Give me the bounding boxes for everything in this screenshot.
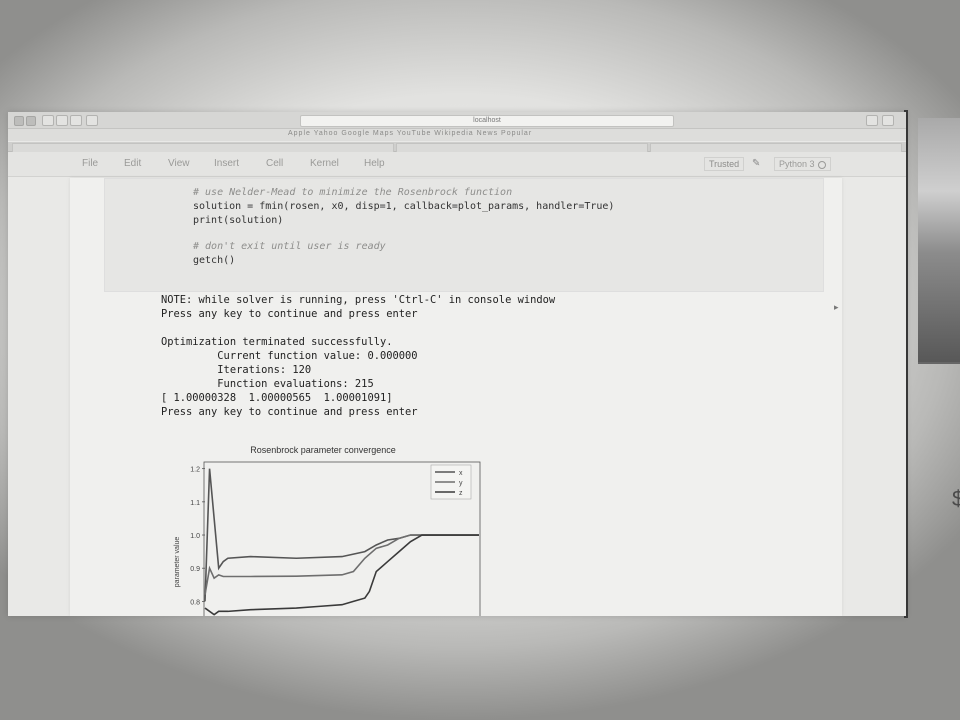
- y-tick-label: 1.0: [190, 533, 200, 540]
- kernel-indicator: Python 3: [774, 157, 831, 171]
- forward-arrow-icon[interactable]: [56, 115, 68, 126]
- y-axis-label: parameter value: [174, 537, 181, 588]
- browser-window: localhost Apple Yahoo Google Maps YouTub…: [8, 112, 906, 616]
- legend-label: y: [459, 480, 463, 487]
- pencil-icon[interactable]: ✎: [752, 158, 761, 169]
- bookmarks-bar: Apple Yahoo Google Maps YouTube Wikipedi…: [8, 129, 906, 141]
- secondary-screen: [918, 118, 960, 362]
- scroll-indicator-icon[interactable]: ▸: [834, 302, 839, 312]
- browser-tab[interactable]: [650, 143, 902, 152]
- menu-insert[interactable]: Insert: [214, 158, 240, 169]
- menu-cell[interactable]: Cell: [266, 158, 284, 169]
- output-line: Current function value: 0.000000: [161, 350, 418, 362]
- series-line-y: [204, 534, 479, 595]
- output-line: Press any key to continue and press ente…: [161, 308, 418, 320]
- code-cell[interactable]: # use Nelder-Mead to minimize the Rosenb…: [104, 178, 824, 292]
- browser-tab-active[interactable]: [12, 143, 394, 152]
- bookmarks-list[interactable]: Apple Yahoo Google Maps YouTube Wikipedi…: [288, 130, 533, 137]
- menu-kernel[interactable]: Kernel: [310, 158, 339, 169]
- minimize-window-icon[interactable]: [26, 116, 36, 126]
- code-comment: # don't exit until user is ready: [193, 241, 386, 252]
- close-window-icon[interactable]: [14, 116, 24, 126]
- chart-legend: xyz: [430, 464, 472, 500]
- y-tick-label: 0.8: [190, 599, 200, 606]
- code-comment: # use Nelder-Mead to minimize the Rosenb…: [193, 187, 513, 198]
- kernel-status-icon: [817, 160, 826, 169]
- legend-label: x: [459, 470, 463, 477]
- downloads-icon[interactable]: [866, 115, 878, 126]
- plot-frame: [203, 461, 481, 616]
- menu-file[interactable]: File: [82, 158, 99, 169]
- chart-title: Rosenbrock parameter convergence: [250, 445, 396, 455]
- menu-help[interactable]: Help: [364, 158, 385, 169]
- legend-label: z: [459, 490, 463, 497]
- output-line: Optimization terminated successfully.: [161, 336, 393, 348]
- y-tick-group: 1.2 1.1 1.0 0.9 0.8: [190, 467, 205, 606]
- output-line: NOTE: while solver is running, press 'Ct…: [161, 294, 556, 306]
- sidebar-icon[interactable]: [70, 115, 82, 126]
- browser-titlebar: localhost: [8, 112, 906, 129]
- y-tick-label: 0.9: [190, 566, 200, 573]
- convergence-chart: Rosenbrock parameter convergence paramet…: [174, 445, 481, 616]
- code-line: print(solution): [193, 215, 284, 226]
- secondary-screen-base: [918, 362, 960, 364]
- monitor-edge: [904, 110, 908, 618]
- menu-edit[interactable]: Edit: [124, 158, 142, 169]
- jupyter-menubar: File Edit View Insert Cell Kernel Help T…: [8, 152, 906, 177]
- kernel-name: Python 3: [779, 159, 815, 169]
- y-tick-label: 1.2: [190, 467, 200, 474]
- new-tab-icon[interactable]: [882, 115, 894, 126]
- y-tick-label: 1.1: [190, 500, 200, 507]
- browser-tab[interactable]: [396, 143, 648, 152]
- back-arrow-icon[interactable]: [42, 115, 54, 126]
- output-line: Iterations: 120: [161, 364, 312, 376]
- output-line: Press any key to continue and press ente…: [161, 406, 418, 418]
- series-line-z: [204, 534, 479, 616]
- share-icon[interactable]: [86, 115, 98, 126]
- output-line: [ 1.00000328 1.00000565 1.00001091]: [161, 392, 393, 404]
- tab-strip: [8, 142, 906, 152]
- url-bar[interactable]: localhost: [300, 115, 674, 127]
- menu-view[interactable]: View: [168, 158, 190, 169]
- code-line: solution = fmin(rosen, x0, disp=1, callb…: [193, 201, 615, 212]
- secondary-screen-glyph: $: [952, 486, 960, 511]
- code-line: getch(): [193, 255, 236, 266]
- output-line: Function evaluations: 215: [161, 378, 374, 390]
- series-group: [204, 468, 479, 616]
- trusted-indicator[interactable]: Trusted: [704, 157, 745, 171]
